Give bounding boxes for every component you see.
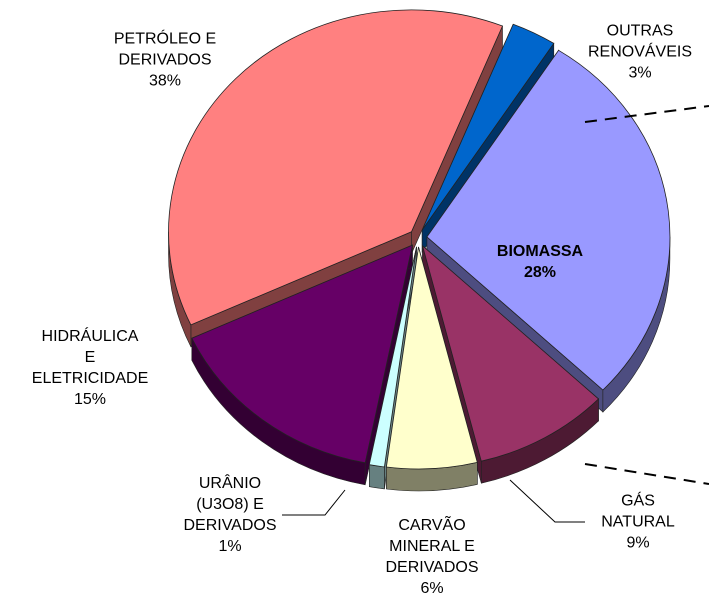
value-label: 3%	[628, 64, 652, 82]
value-label: 9%	[626, 534, 650, 552]
slice-label: GÁS NATURAL 9%	[601, 491, 675, 554]
slice-label: CARVÃO MINERAL E DERIVADOS 6%	[385, 515, 478, 599]
leader-line	[509, 479, 585, 523]
category-label: GÁS NATURAL	[601, 492, 675, 531]
value-label: 15%	[73, 391, 107, 408]
category-label: HIDRÁULICA E ELETRICIDADE	[31, 328, 149, 387]
value-label: 1%	[218, 538, 242, 555]
category-label: OUTRAS RENOVÁVEIS	[587, 22, 693, 61]
slice	[426, 49, 671, 391]
leader-line	[282, 489, 346, 516]
value-label: 28%	[523, 264, 557, 281]
slice-label: HIDRÁULICA E ELETRICIDADE 15%	[32, 326, 148, 410]
category-label: URÂNIO (U3O8) E DERIVADOS	[183, 475, 277, 534]
slice	[421, 244, 600, 462]
dash-line	[584, 463, 709, 485]
value-label: 6%	[420, 580, 444, 597]
category-label: CARVÃO MINERAL E DERIVADOS	[385, 517, 479, 576]
slice	[368, 246, 417, 468]
slice-label: PETRÓLEO E DERIVADOS 38%	[114, 29, 216, 92]
category-label: PETRÓLEO E DERIVADOS	[113, 30, 217, 69]
slice-side	[369, 464, 385, 490]
value-label: 38%	[148, 72, 182, 90]
slices	[168, 9, 671, 492]
slice	[191, 244, 413, 464]
slice	[385, 246, 478, 470]
category-label: BIOMASSA	[496, 243, 584, 260]
slice-label: BIOMASSA 28%	[497, 241, 583, 283]
dash-line	[584, 105, 709, 123]
slice-label: URÂNIO (U3O8) E DERIVADOS 1%	[183, 473, 276, 557]
slice	[168, 9, 504, 326]
slice-label: OUTRAS RENOVÁVEIS 3%	[588, 21, 692, 84]
slice	[421, 23, 555, 231]
